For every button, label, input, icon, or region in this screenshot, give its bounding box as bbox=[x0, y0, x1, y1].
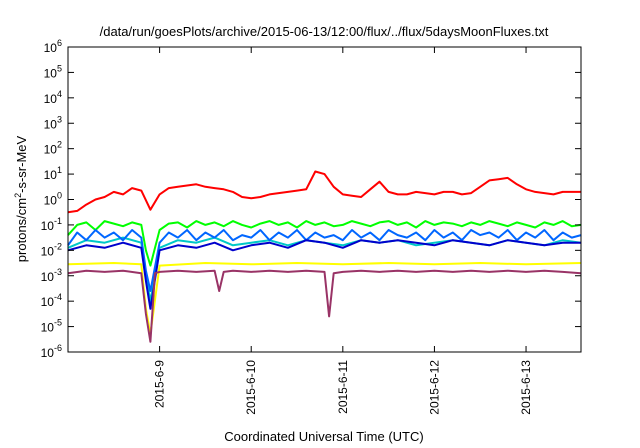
y-tick-label: 10-3 bbox=[41, 267, 62, 284]
y-tick-label: 103 bbox=[44, 114, 62, 131]
x-tick-label: 2015-6-12 bbox=[427, 360, 441, 415]
y-axis-label-main: protons/cm bbox=[14, 198, 29, 262]
x-axis: 2015-6-9 2015-6-10 2015-6-11 2015-6-12 2015-… bbox=[153, 47, 533, 415]
series-line-5 bbox=[67, 239, 581, 310]
y-tick-label: 105 bbox=[44, 63, 62, 80]
series-line-1 bbox=[67, 170, 581, 214]
y-tick-label: 106 bbox=[44, 38, 62, 55]
y-tick-label: 10-2 bbox=[41, 241, 62, 258]
x-tick-label: 2015-6-11 bbox=[336, 360, 350, 414]
y-tick-label: 101 bbox=[44, 165, 62, 182]
y-tick-label: 10-6 bbox=[41, 343, 62, 360]
series-line-2 bbox=[67, 220, 582, 267]
series-line-4 bbox=[67, 229, 582, 292]
y-tick-label: 10-5 bbox=[41, 318, 62, 335]
y-tick-label: 100 bbox=[44, 191, 62, 208]
y-axis: 10-6 10-5 10-4 10-3 10-2 10-1 100 101 102 103 104 1… bbox=[41, 38, 581, 360]
x-tick-label: 2015-6-9 bbox=[153, 360, 167, 408]
x-tick-label: 2015-6-10 bbox=[244, 360, 258, 415]
y-tick-label: 10-1 bbox=[41, 216, 62, 233]
y-axis-label-rest: -s-sr-MeV bbox=[14, 135, 29, 192]
y-tick-label: 10-4 bbox=[41, 292, 62, 309]
y-tick-label: 102 bbox=[44, 140, 62, 157]
x-axis-label: Coordinated Universal Time (UTC) bbox=[224, 429, 423, 444]
y-axis-label: protons/cm2-s-sr-MeV bbox=[13, 135, 29, 262]
y-axis-label-sup: 2 bbox=[13, 193, 23, 198]
series-line-7 bbox=[67, 269, 582, 343]
y-tick-label: 104 bbox=[44, 89, 62, 106]
chart-title: /data/run/goesPlots/archive/2015-06-13/1… bbox=[100, 24, 549, 39]
series-layer bbox=[67, 170, 582, 343]
x-tick-label: 2015-6-13 bbox=[519, 360, 533, 415]
